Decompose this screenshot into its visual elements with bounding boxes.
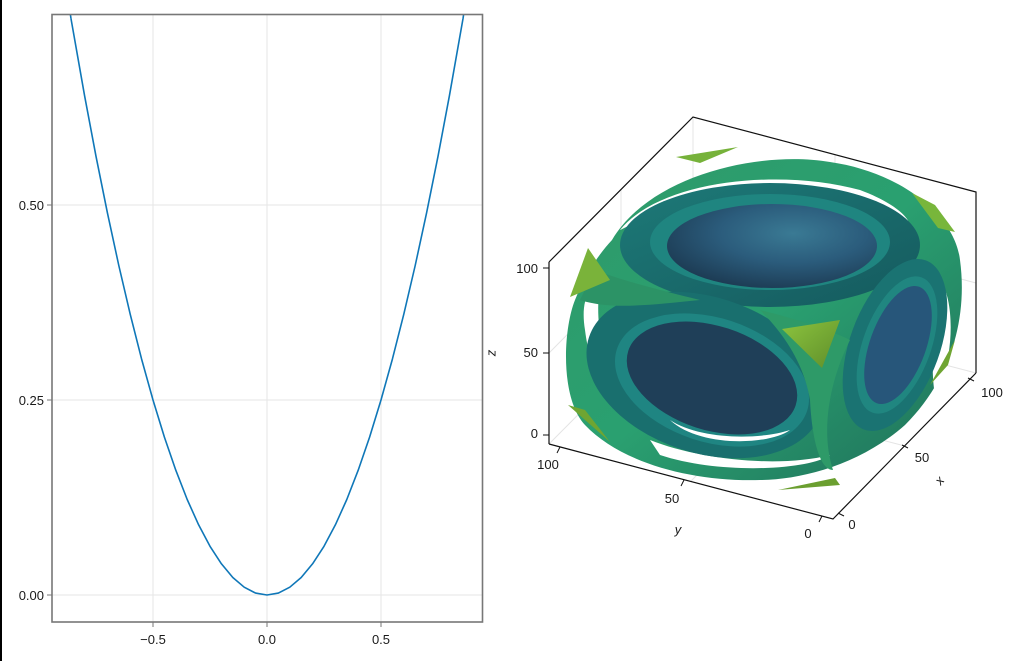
corner-piece-bottom-left — [568, 405, 610, 442]
window-left-border — [0, 0, 2, 661]
shell-gap-bottom — [650, 440, 830, 469]
axis-3d: 0 50 100 100 50 0 0 50 100 z y x — [483, 116, 1003, 541]
y-axis-label: y — [674, 522, 683, 537]
axis-2d-ticks — [47, 204, 382, 627]
x-tick-label: −0.5 — [140, 632, 166, 647]
inner-sphere-right — [864, 285, 932, 405]
x-tick-label: 0.5 — [372, 632, 390, 647]
x3d-tick-label: 0 — [848, 517, 855, 532]
y3d-tick-label: 50 — [665, 491, 679, 506]
x3d-tick-label: 100 — [981, 385, 1003, 400]
front-left-gap — [670, 420, 790, 442]
axis-2d: −0.5 0.0 0.5 0.00 0.25 0.50 — [19, 13, 484, 647]
y-tick-label: 0.25 — [19, 393, 44, 408]
corner-piece-left — [570, 248, 610, 297]
y-tick-label: 0.50 — [19, 198, 44, 213]
corner-piece-center — [782, 320, 840, 368]
corner-piece-top-right — [912, 193, 955, 232]
inner-sphere-front — [626, 321, 798, 435]
corner-piece-top — [676, 147, 738, 163]
y-tick-label: 0.00 — [19, 588, 44, 603]
x-axis-label: x — [931, 473, 948, 489]
shell-gap-left — [583, 285, 620, 395]
x-squared-plot-line — [70, 14, 465, 596]
x-tick-label: 0.0 — [258, 632, 276, 647]
z-axis-label: z — [483, 349, 498, 357]
y3d-tick-label: 100 — [537, 457, 559, 472]
inner-sphere-top — [667, 204, 877, 288]
z-tick-label: 50 — [524, 345, 538, 360]
axis-3d-ticks — [543, 267, 975, 523]
corner-piece-bottom — [778, 478, 840, 490]
corner-piece-right — [930, 340, 955, 385]
grid-2d — [52, 15, 482, 622]
y3d-tick-label: 0 — [804, 526, 811, 541]
shell-ridge-left — [580, 270, 700, 306]
x3d-tick-label: 50 — [915, 450, 929, 465]
isosurface-volume — [565, 147, 962, 490]
z-tick-label: 100 — [516, 261, 538, 276]
z-tick-label: 0 — [531, 426, 538, 441]
